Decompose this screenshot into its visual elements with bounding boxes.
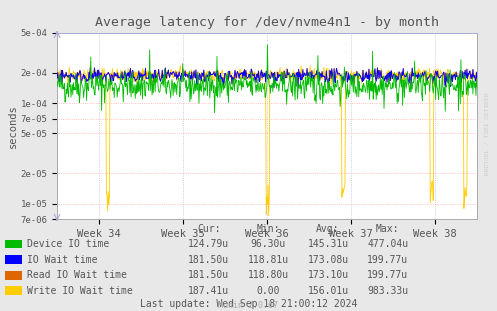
Text: Device IO time: Device IO time [27,239,109,249]
Text: 181.50u: 181.50u [188,255,229,265]
Text: Write IO Wait time: Write IO Wait time [27,286,133,296]
Text: 118.81u: 118.81u [248,255,289,265]
Text: Avg:: Avg: [316,224,340,234]
Text: Cur:: Cur: [197,224,221,234]
Text: 0.00: 0.00 [256,286,280,296]
Title: Average latency for /dev/nvme4n1 - by month: Average latency for /dev/nvme4n1 - by mo… [95,16,439,29]
Text: Min:: Min: [256,224,280,234]
Text: Max:: Max: [376,224,400,234]
Text: 118.80u: 118.80u [248,270,289,280]
Text: 983.33u: 983.33u [367,286,408,296]
Text: IO Wait time: IO Wait time [27,255,98,265]
Text: 187.41u: 187.41u [188,286,229,296]
Text: 145.31u: 145.31u [308,239,348,249]
Text: Read IO Wait time: Read IO Wait time [27,270,127,280]
Text: 181.50u: 181.50u [188,270,229,280]
Text: 173.08u: 173.08u [308,255,348,265]
Text: 156.01u: 156.01u [308,286,348,296]
Text: 477.04u: 477.04u [367,239,408,249]
Text: 173.10u: 173.10u [308,270,348,280]
Y-axis label: seconds: seconds [8,104,18,148]
Text: Munin 2.0.67: Munin 2.0.67 [219,301,278,310]
Text: Last update: Wed Sep 18 21:00:12 2024: Last update: Wed Sep 18 21:00:12 2024 [140,299,357,309]
Text: RRDTOOL / TOBI OETIKER: RRDTOOL / TOBI OETIKER [485,92,490,175]
Text: 199.77u: 199.77u [367,255,408,265]
Text: 124.79u: 124.79u [188,239,229,249]
Text: 199.77u: 199.77u [367,270,408,280]
Text: 96.30u: 96.30u [251,239,286,249]
